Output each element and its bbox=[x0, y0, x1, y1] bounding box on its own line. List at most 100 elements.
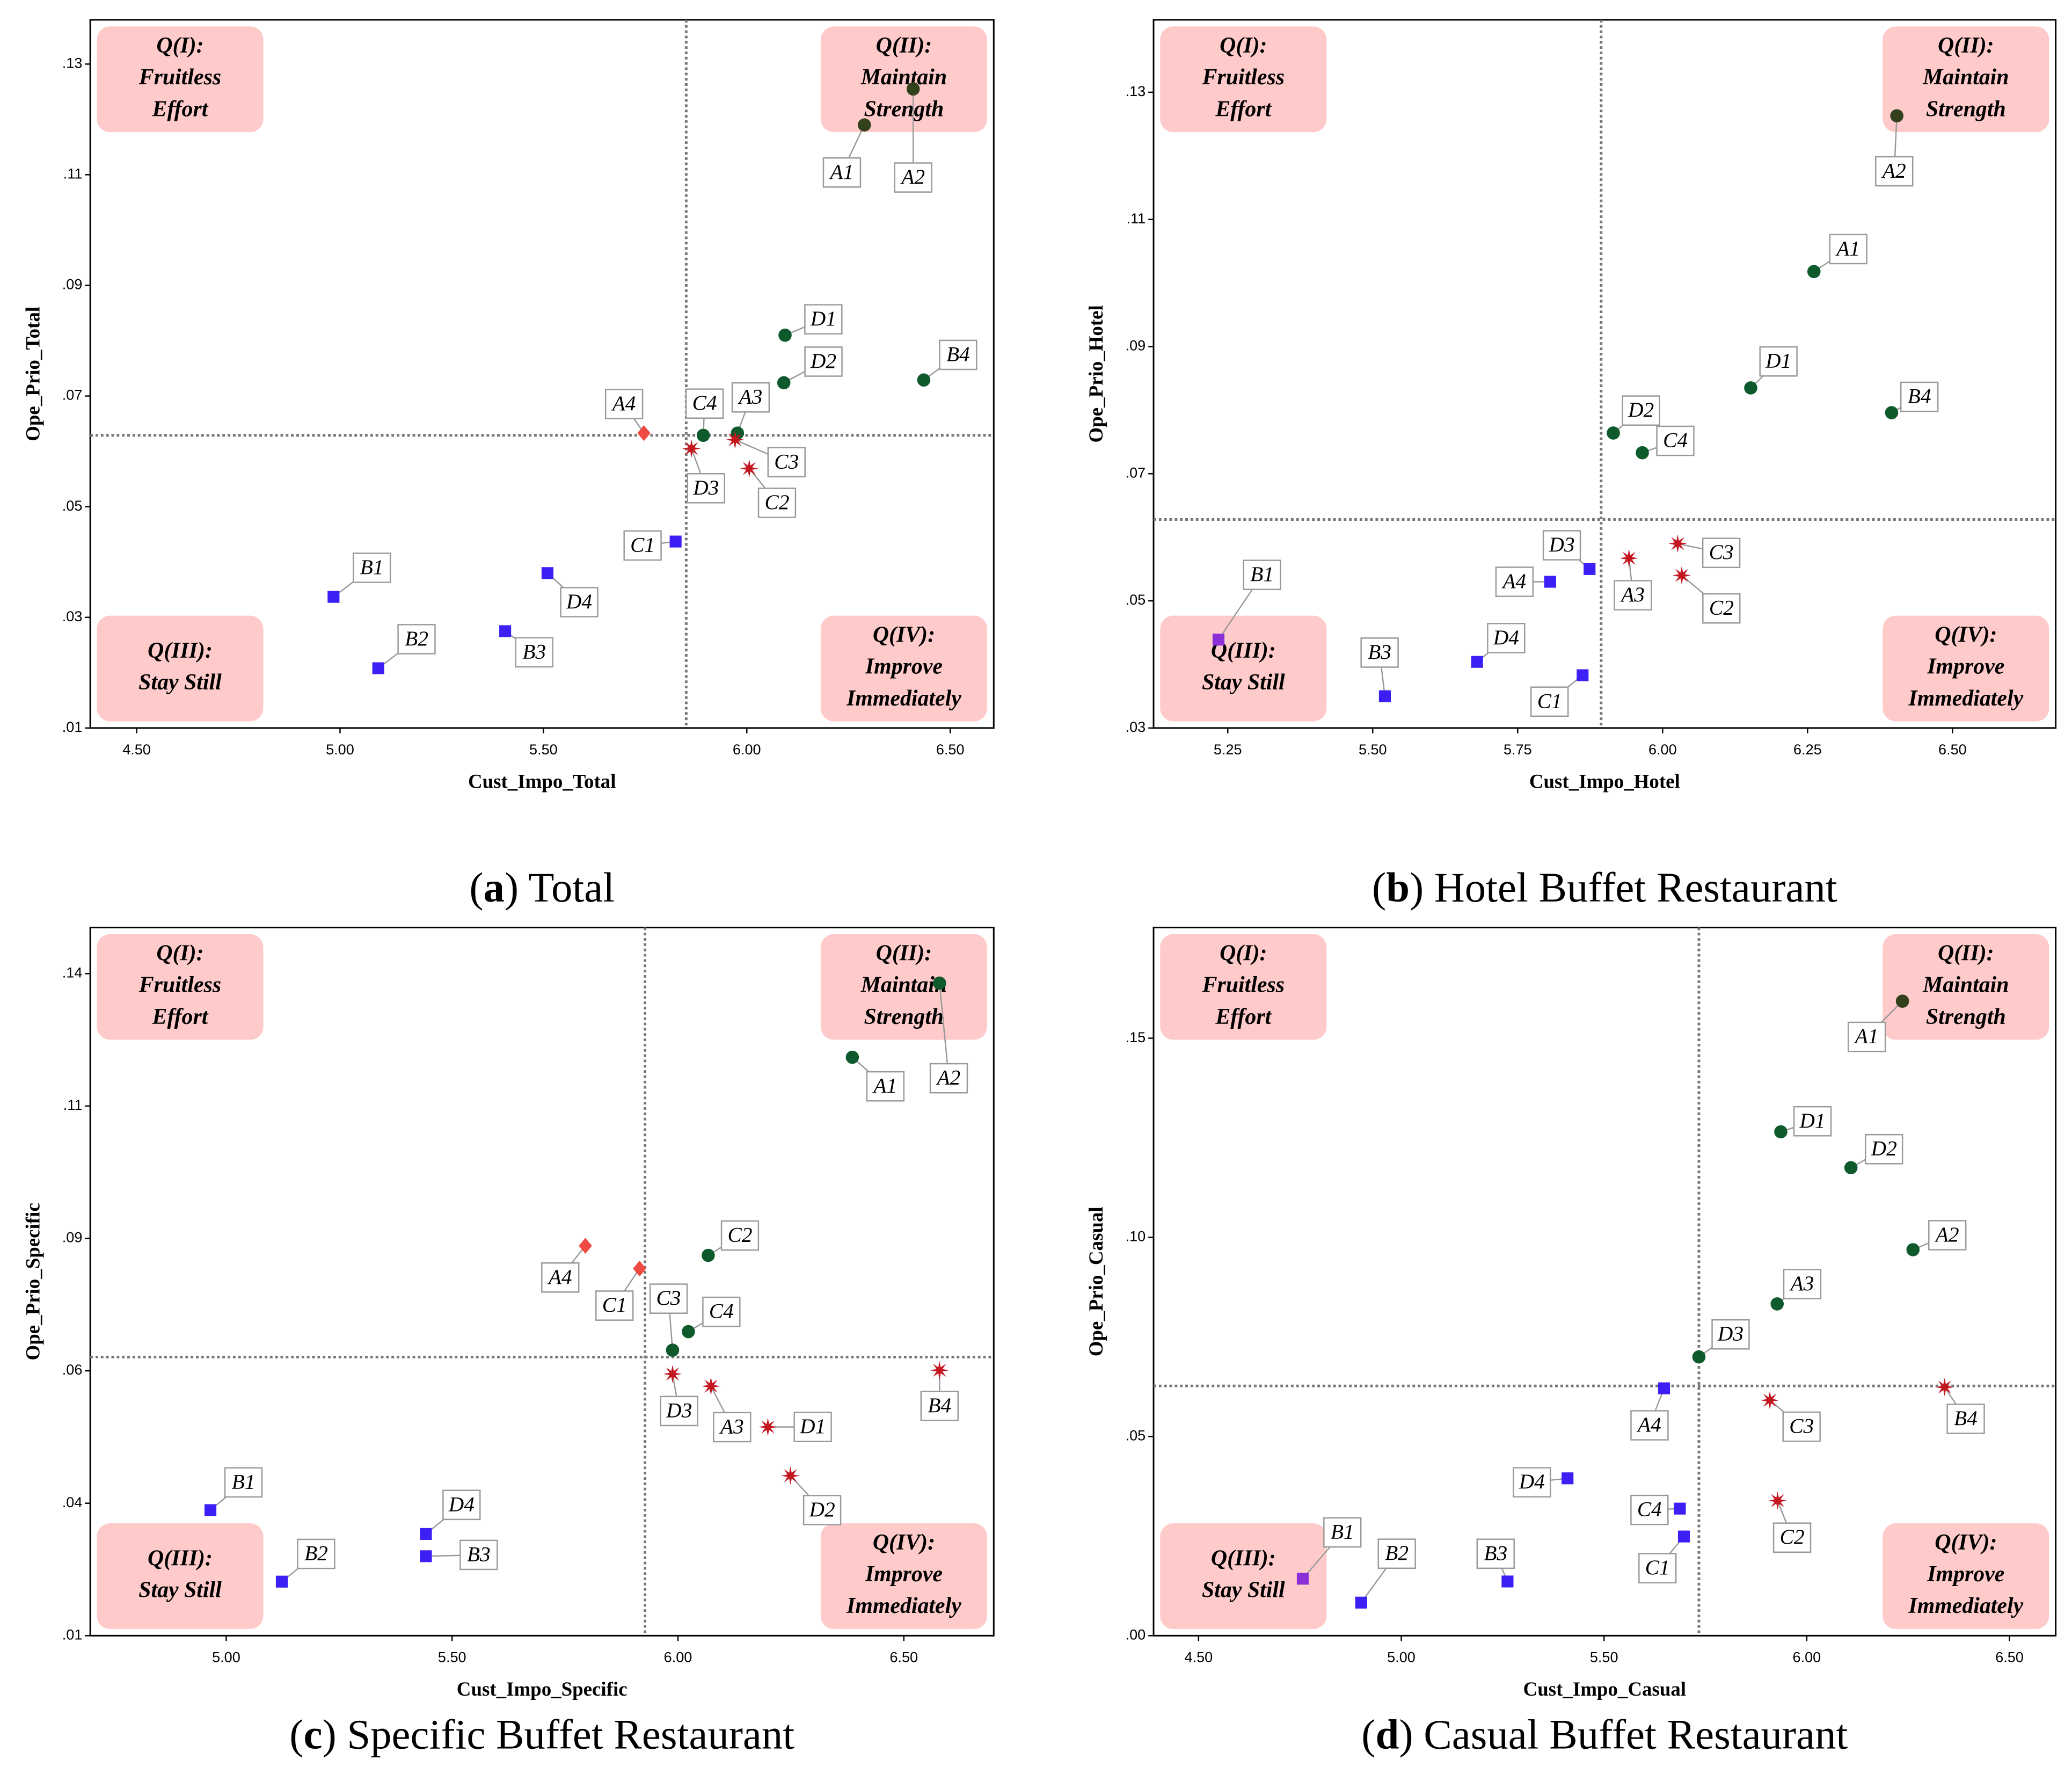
point-label: B2 bbox=[1385, 1541, 1409, 1565]
y-tick-label: .01 bbox=[62, 1626, 83, 1642]
point-label-box bbox=[1495, 566, 1534, 597]
point bbox=[932, 976, 946, 990]
quadrant-label: Q(IV): bbox=[873, 1530, 935, 1555]
caption-part: ) Hotel Buffet Restaurant bbox=[1410, 864, 1837, 911]
point bbox=[669, 535, 682, 548]
x-tick-label: 6.00 bbox=[664, 1649, 692, 1665]
point-label-box bbox=[1946, 1404, 1985, 1434]
y-tick-label: .09 bbox=[62, 277, 83, 293]
point bbox=[1355, 1596, 1367, 1609]
point bbox=[1212, 634, 1225, 646]
point-label: C4 bbox=[692, 391, 717, 415]
quadrant-label: Q(II): bbox=[876, 941, 932, 966]
x-tick-label: 6.50 bbox=[936, 742, 965, 758]
point-label-box bbox=[1622, 395, 1660, 426]
point-label-box bbox=[1487, 623, 1526, 653]
point-label: B1 bbox=[1250, 562, 1274, 586]
point bbox=[1471, 656, 1483, 668]
point-label-box bbox=[757, 488, 797, 518]
point-label: A1 bbox=[1835, 236, 1860, 260]
point-label-box bbox=[541, 1262, 580, 1293]
point-label-box bbox=[1360, 637, 1399, 668]
quadrant-box bbox=[1160, 1523, 1327, 1630]
point-label-box bbox=[804, 346, 843, 377]
plot-frame bbox=[89, 19, 995, 729]
quadrant-label: Q(I): bbox=[1220, 33, 1267, 58]
point-label: B4 bbox=[928, 1393, 951, 1417]
point-label-box bbox=[604, 389, 644, 419]
point bbox=[1906, 1243, 1920, 1256]
quadrant-box bbox=[1883, 1523, 2049, 1630]
point bbox=[777, 376, 791, 390]
point bbox=[1890, 109, 1904, 122]
point bbox=[740, 459, 759, 478]
point-label-box bbox=[623, 530, 662, 561]
quadrant-box bbox=[1160, 934, 1327, 1040]
quadrant-label: Q(IV): bbox=[1935, 1530, 1997, 1555]
caption-part: ( bbox=[1372, 864, 1386, 911]
point-label: A1 bbox=[1854, 1024, 1879, 1048]
point bbox=[857, 118, 871, 132]
y-tick-label: .03 bbox=[1126, 719, 1146, 735]
x-axis-label: Cust_Impo_Casual bbox=[1523, 1678, 1687, 1700]
point-label-box bbox=[1323, 1517, 1362, 1548]
point-label: C3 bbox=[1709, 540, 1734, 564]
point bbox=[702, 1377, 720, 1395]
point-label-box bbox=[1759, 346, 1798, 377]
point-label-box bbox=[1702, 593, 1741, 624]
point-label: D3 bbox=[692, 476, 719, 499]
point-label-box bbox=[224, 1467, 263, 1498]
point-label: B3 bbox=[1368, 640, 1391, 664]
y-tick-label: .13 bbox=[1126, 83, 1146, 99]
x-tick-label: 6.00 bbox=[1793, 1649, 1821, 1665]
quadrant-box bbox=[1883, 615, 2049, 722]
point-label-box bbox=[1513, 1467, 1551, 1498]
point-label-box bbox=[1476, 1538, 1515, 1569]
x-tick-label: 5.50 bbox=[1359, 742, 1387, 758]
point-label: D3 bbox=[666, 1398, 692, 1422]
point bbox=[682, 1325, 695, 1339]
quadrant-label: Q(I): bbox=[156, 941, 203, 966]
point-label: C4 bbox=[709, 1299, 734, 1323]
quadrant-box bbox=[1883, 934, 2049, 1040]
y-tick-label: .10 bbox=[1126, 1228, 1146, 1245]
point bbox=[1668, 534, 1687, 553]
point-label: D1 bbox=[810, 307, 836, 330]
point-label: C2 bbox=[765, 490, 790, 514]
quadrant-label: Fruitless bbox=[138, 973, 221, 998]
quadrant-box bbox=[97, 26, 264, 133]
point-label-box bbox=[1711, 1319, 1750, 1350]
y-tick-label: .05 bbox=[1126, 1428, 1146, 1444]
caption: (a) Total bbox=[469, 864, 615, 911]
point-label: A2 bbox=[936, 1066, 961, 1089]
point-label: D4 bbox=[1493, 626, 1519, 649]
quadrant-label: Q(II): bbox=[1938, 941, 1994, 966]
point-label: C2 bbox=[1709, 596, 1734, 620]
y-axis-label: Ope_Prio_Casual bbox=[1085, 1206, 1107, 1356]
plot-frame bbox=[89, 926, 995, 1637]
point bbox=[327, 591, 340, 603]
point-label: B2 bbox=[304, 1542, 328, 1565]
quadrant-box bbox=[820, 1523, 987, 1630]
point bbox=[541, 567, 554, 579]
point bbox=[1674, 1502, 1686, 1515]
point-label: A4 bbox=[1501, 569, 1526, 593]
x-tick-label: 5.00 bbox=[326, 742, 354, 758]
caption-part: ) Casual Buffet Restaurant bbox=[1399, 1711, 1848, 1758]
label-leader bbox=[939, 983, 950, 1079]
point bbox=[1501, 1575, 1514, 1588]
point-label-box bbox=[713, 1412, 752, 1443]
point-label-box bbox=[1782, 1411, 1821, 1442]
quadrant-label: Strength bbox=[1926, 97, 2006, 121]
point-label: C3 bbox=[1789, 1414, 1814, 1438]
y-tick-label: .05 bbox=[1126, 592, 1146, 608]
point-label: D2 bbox=[1871, 1137, 1897, 1160]
x-tick-label: 5.00 bbox=[1387, 1649, 1416, 1665]
chart: Q(I): Fruitless Effort Q(II): Maintain Streng… bbox=[1085, 19, 2057, 911]
point bbox=[1895, 994, 1909, 1008]
point bbox=[1844, 1161, 1858, 1175]
quadrant-label: Effort bbox=[152, 97, 209, 121]
caption-part: d bbox=[1376, 1711, 1399, 1758]
x-tick-label: 5.00 bbox=[212, 1649, 240, 1665]
